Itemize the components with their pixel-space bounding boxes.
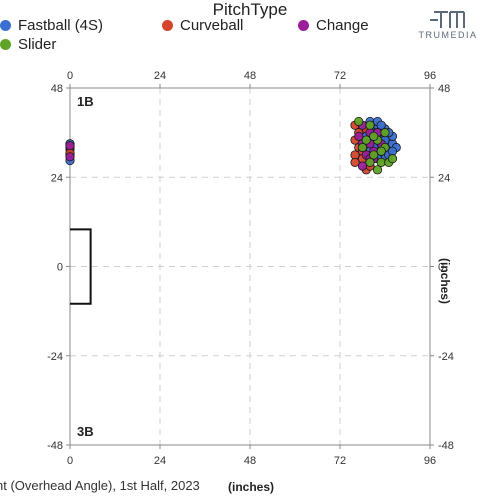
legend: PitchType Fastball (4S) Curveball Change…: [0, 0, 500, 56]
data-points: [65, 116, 401, 175]
legend-title: PitchType: [212, 0, 288, 19]
legend-item-curveball[interactable]: Curveball: [162, 17, 243, 34]
x-tick-label-bottom: 0: [67, 455, 73, 467]
point-slider: [365, 120, 375, 130]
x-tick-label-top: 48: [244, 70, 256, 82]
legend-item-slider[interactable]: Slider: [0, 36, 56, 53]
trumedia-logo-icon: [430, 11, 465, 28]
x-tick-label-bottom: 72: [334, 455, 346, 467]
point-slider: [369, 131, 379, 141]
legend-dot-slider: [0, 39, 11, 50]
legend-label-change: Change: [316, 17, 369, 34]
y-tick-label-left: 24: [51, 172, 63, 184]
y-axis-unit-label: (inches): [438, 258, 452, 305]
x-tick-label-bottom: 48: [244, 455, 256, 467]
legend-label-slider: Slider: [18, 36, 57, 53]
field-overlay: 1B 3B: [70, 94, 94, 439]
point-change: [65, 141, 75, 151]
x-axis-unit-label: (inches): [228, 480, 275, 494]
y-tick-label-right: 48: [438, 83, 450, 95]
brand-name: TRUMEDIA: [418, 30, 478, 40]
point-slider: [365, 157, 375, 167]
point-slider: [376, 146, 386, 156]
chart-caption: nt (Overhead Angle), 1st Half, 2023: [0, 478, 200, 493]
x-tick-label-bottom: 24: [154, 455, 166, 467]
point-slider: [372, 165, 383, 175]
y-tick-label-left: 48: [51, 83, 63, 95]
y-tick-label-right: 0: [438, 262, 444, 274]
x-tick-label-top: 96: [424, 70, 436, 82]
point-slider: [357, 142, 368, 153]
y-tick-label-right: -24: [438, 351, 454, 363]
y-tick-label-left: 0: [57, 262, 63, 274]
point-slider: [387, 154, 398, 164]
y-tick-label-right: -48: [438, 440, 454, 452]
home-plate-box: [70, 228, 92, 305]
y-tick-label-left: -24: [47, 351, 63, 363]
x-tick-label-top: 72: [334, 70, 346, 82]
base-label-3b: 3B: [77, 424, 94, 439]
legend-item-change[interactable]: Change: [298, 17, 369, 34]
point-curveball: [350, 157, 360, 167]
grid: [70, 88, 430, 445]
y-tick-label-right: 24: [438, 172, 450, 184]
point-fastball-4s: [376, 120, 386, 130]
point-slider: [354, 116, 364, 127]
base-label-1b: 1B: [77, 94, 94, 109]
brand-logo: TRUMEDIA: [408, 8, 488, 44]
point-change: [357, 161, 368, 171]
legend-dot-fastball: [0, 20, 11, 31]
legend-label-curveball: Curveball: [180, 17, 244, 34]
x-tick-label-top: 24: [154, 70, 166, 82]
legend-dot-change: [298, 20, 309, 31]
legend-item-fastball[interactable]: Fastball (4S): [0, 17, 103, 34]
legend-dot-curveball: [162, 20, 173, 31]
point-change: [65, 152, 75, 162]
y-tick-label-left: -48: [47, 440, 63, 452]
point-slider: [380, 128, 390, 138]
legend-label-fastball: Fastball (4S): [18, 17, 104, 34]
x-tick-label-bottom: 96: [424, 455, 436, 467]
point-slider: [369, 150, 379, 160]
point-slider: [361, 135, 371, 145]
point-change: [354, 131, 364, 141]
x-tick-label-top: 0: [67, 70, 73, 82]
